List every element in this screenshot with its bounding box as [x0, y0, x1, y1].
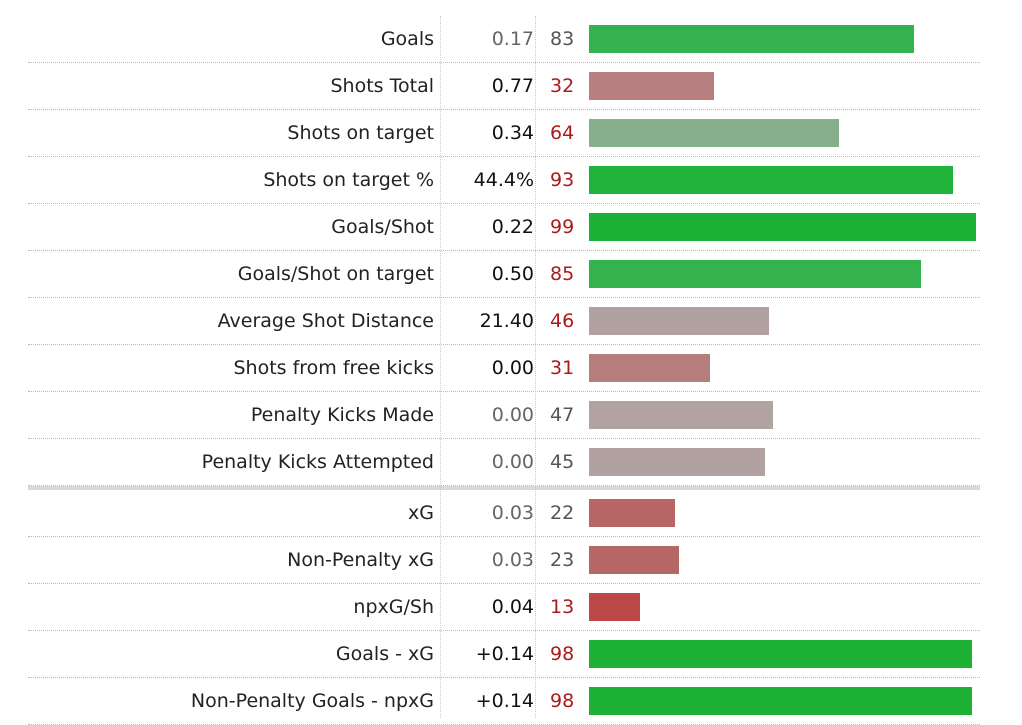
stat-label: Shots on target: [287, 122, 434, 144]
percentile-table: Goals 0.17 83 Shots Total 0.77 32 Shots on tar…: [28, 16, 980, 725]
per90-value: +0.14: [475, 643, 534, 665]
bar-track: [589, 593, 980, 621]
percentile-value: 99: [550, 216, 575, 238]
table-row: Shots from free kicks 0.00 31: [28, 345, 980, 392]
column-divider-per90: [535, 16, 537, 718]
percentile-value: 13: [550, 596, 575, 618]
stat-label: Shots Total: [330, 75, 435, 97]
stat-label: Non-Penalty xG: [287, 549, 434, 571]
per90-value: 0.00: [491, 451, 534, 473]
bar-track: [589, 166, 980, 194]
stat-label: Goals/Shot: [331, 216, 434, 238]
table-row: Goals/Shot on target 0.50 85: [28, 251, 980, 298]
bar-track: [589, 687, 980, 715]
bar-track: [589, 260, 980, 288]
stat-label: Shots from free kicks: [233, 357, 434, 379]
table-row: npxG/Sh 0.04 13: [28, 584, 980, 631]
stat-label: Non-Penalty Goals - npxG: [190, 690, 434, 712]
table-row: Goals 0.17 83: [28, 16, 980, 63]
percentile-value: 31: [550, 357, 575, 379]
per90-value: 0.00: [491, 404, 534, 426]
table-row: Average Shot Distance 21.40 46: [28, 298, 980, 345]
table-row: Goals - xG +0.14 98: [28, 631, 980, 678]
bar-track: [589, 499, 980, 527]
table-row: Goals/Shot 0.22 99: [28, 204, 980, 251]
stat-label: Goals - xG: [335, 643, 434, 665]
stat-label: Shots on target %: [263, 169, 434, 191]
per90-value: +0.14: [475, 690, 534, 712]
column-divider-stat: [440, 16, 442, 718]
stat-label: npxG/Sh: [353, 596, 434, 618]
stat-label: Penalty Kicks Made: [250, 404, 434, 426]
per90-value: 44.4%: [473, 169, 534, 191]
stat-label: xG: [408, 502, 434, 524]
table-row: Shots on target 0.34 64: [28, 110, 980, 157]
table-row: Non-Penalty Goals - npxG +0.14 98: [28, 678, 980, 725]
per90-value: 0.34: [491, 122, 534, 144]
bar-track: [589, 546, 980, 574]
bar-track: [589, 401, 980, 429]
bar-track: [589, 307, 980, 335]
stat-label: Penalty Kicks Attempted: [201, 451, 434, 473]
percentile-bar: [589, 213, 977, 241]
per90-value: 0.00: [491, 357, 534, 379]
percentile-bar: [589, 307, 769, 335]
per90-value: 0.22: [491, 216, 534, 238]
table-row: Shots on target % 44.4% 93: [28, 157, 980, 204]
percentile-bar: [589, 687, 973, 715]
stat-label: Goals: [380, 28, 434, 50]
per90-value: 0.03: [491, 502, 534, 524]
table-row: Shots Total 0.77 32: [28, 63, 980, 110]
percentile-bar: [589, 260, 922, 288]
table-row: Penalty Kicks Made 0.00 47: [28, 392, 980, 439]
bar-track: [589, 640, 980, 668]
percentile-bar: [589, 166, 953, 194]
percentile-bar: [589, 448, 765, 476]
percentile-value: 46: [550, 310, 575, 332]
percentile-value: 32: [550, 75, 575, 97]
table-row: Non-Penalty xG 0.03 23: [28, 537, 980, 584]
percentile-value: 85: [550, 263, 575, 285]
percentile-value: 83: [550, 28, 575, 50]
percentile-bar: [589, 546, 679, 574]
bar-track: [589, 354, 980, 382]
percentile-value: 64: [550, 122, 575, 144]
percentile-bar: [589, 640, 973, 668]
percentile-value: 22: [550, 502, 575, 524]
percentile-value: 98: [550, 690, 575, 712]
per90-value: 0.17: [491, 28, 534, 50]
percentile-value: 47: [550, 404, 575, 426]
bar-track: [589, 25, 980, 53]
percentile-bar: [589, 119, 840, 147]
percentile-value: 93: [550, 169, 575, 191]
percentile-bar: [589, 354, 711, 382]
per90-value: 21.40: [479, 310, 534, 332]
bar-track: [589, 213, 980, 241]
bar-track: [589, 72, 980, 100]
per90-value: 0.50: [491, 263, 534, 285]
percentile-bar: [589, 499, 676, 527]
table-row: Penalty Kicks Attempted 0.00 45: [28, 439, 980, 486]
percentile-bar: [589, 72, 715, 100]
percentile-bar: [589, 593, 640, 621]
percentile-value: 98: [550, 643, 575, 665]
table-row: xG 0.03 22: [28, 486, 980, 537]
stat-label: Average Shot Distance: [217, 310, 434, 332]
per90-value: 0.77: [491, 75, 534, 97]
bar-track: [589, 119, 980, 147]
percentile-value: 23: [550, 549, 575, 571]
per90-value: 0.03: [491, 549, 534, 571]
stat-label: Goals/Shot on target: [237, 263, 434, 285]
bar-track: [589, 448, 980, 476]
percentile-value: 45: [550, 451, 575, 473]
per90-value: 0.04: [491, 596, 534, 618]
percentile-bar: [589, 25, 914, 53]
percentile-bar: [589, 401, 773, 429]
